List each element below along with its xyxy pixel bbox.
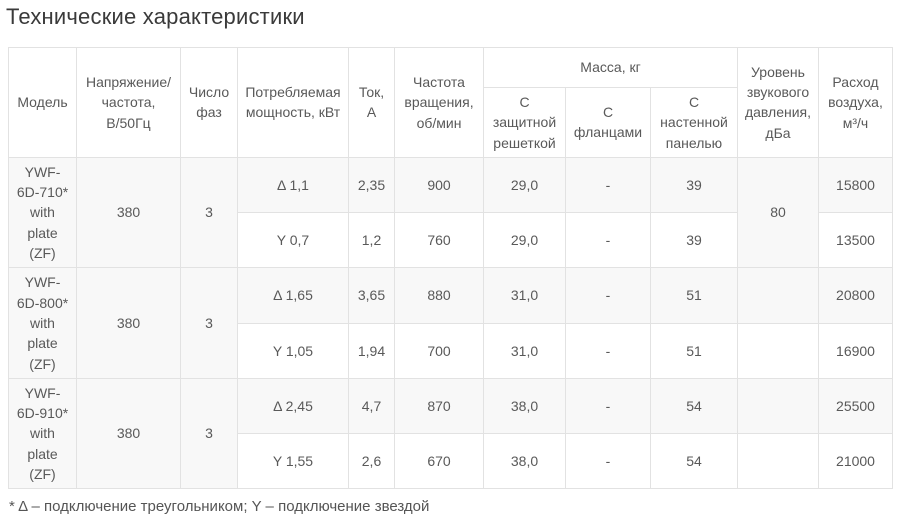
mass-flange-cell: -: [565, 377, 651, 435]
speed-cell: 900: [394, 156, 484, 214]
mass-flange-cell: -: [565, 433, 651, 490]
col-header-phases: Число фаз: [180, 47, 238, 158]
header-row-top: Модель Напряжение/ частота, В/50Гц Число…: [8, 47, 893, 158]
current-cell: 1,94: [348, 322, 395, 379]
noise-cell: [737, 377, 819, 435]
phases-cell: 3: [180, 267, 238, 379]
table-row: YWF-6D-710* with plate (ZF) 380 3 Δ 1,1 …: [8, 156, 893, 269]
col-header-noise: Уровень звукового давления, дБа: [737, 47, 819, 158]
voltage-cell: 380: [76, 267, 181, 379]
speed-cell: 870: [394, 377, 484, 435]
table-row: YWF-6D-910* with plate (ZF) 380 3 Δ 2,45…: [8, 377, 893, 490]
col-header-voltage: Напряжение/ частота, В/50Гц: [76, 47, 181, 158]
model-cell: YWF-6D-910* with plate (ZF): [8, 377, 77, 490]
footnote: * Δ – подключение треугольником; Y – под…: [9, 498, 430, 516]
airflow-cell: 25500: [818, 377, 893, 435]
airflow-cell: 16900: [818, 322, 893, 379]
mass-panel-cell: 51: [650, 322, 738, 379]
mass-panel-cell: 39: [650, 156, 738, 214]
mass-panel-cell: 54: [650, 433, 738, 490]
airflow-cell: 20800: [818, 267, 893, 324]
mass-panel-cell: 39: [650, 212, 738, 269]
noise-cell-empty: [737, 433, 819, 490]
current-cell: 2,35: [348, 156, 395, 214]
col-header-mass-flange: С фланцами: [565, 87, 651, 158]
speed-cell: 760: [394, 212, 484, 269]
col-header-speed: Частота вращения, об/мин: [394, 47, 484, 158]
col-header-mass-grid: С защитной решеткой: [483, 87, 566, 158]
current-cell: 3,65: [348, 267, 395, 324]
col-header-mass-panel: С настенной панелью: [650, 87, 738, 158]
table-row: Y 1,55 2,6 670 38,0 - 54 21000: [9, 433, 893, 490]
mass-panel-cell: 51: [650, 267, 738, 324]
col-header-airflow: Расход воздуха, м³/ч: [818, 47, 893, 158]
mass-flange-cell: -: [565, 212, 651, 269]
mass-grid-cell: 31,0: [483, 322, 566, 379]
mass-grid-cell: 38,0: [483, 433, 566, 490]
airflow-cell: 21000: [818, 433, 893, 490]
voltage-cell: 380: [76, 156, 181, 269]
specs-table: Модель Напряжение/ частота, В/50Гц Число…: [8, 47, 893, 490]
speed-cell: 880: [394, 267, 484, 324]
mass-panel-cell: 54: [650, 377, 738, 435]
mass-grid-cell: 31,0: [483, 267, 566, 324]
mass-grid-cell: 38,0: [483, 377, 566, 435]
mass-flange-cell: -: [565, 267, 651, 324]
col-header-power: Потребляемая мощность, кВт: [237, 47, 349, 158]
header-row-sub: С защитной решеткой С фланцами С настенн…: [9, 87, 893, 158]
col-header-current: Ток, А: [348, 47, 395, 158]
noise-cell-empty: [737, 322, 819, 379]
power-cell: Y 1,55: [237, 433, 349, 490]
col-header-mass-group: Масса, кг: [483, 47, 738, 88]
mass-grid-cell: 29,0: [483, 156, 566, 214]
table-row: Y 1,05 1,94 700 31,0 - 51 16900: [9, 322, 893, 379]
mass-flange-cell: -: [565, 156, 651, 214]
current-cell: 4,7: [348, 377, 395, 435]
power-cell: Y 0,7: [237, 212, 349, 269]
table-row: YWF-6D-800* with plate (ZF) 380 3 Δ 1,65…: [8, 267, 893, 379]
power-cell: Δ 1,1: [237, 156, 349, 214]
power-cell: Y 1,05: [237, 322, 349, 379]
phases-cell: 3: [180, 156, 238, 269]
speed-cell: 670: [394, 433, 484, 490]
table-row: Y 0,7 1,2 760 29,0 - 39 13500: [9, 212, 893, 269]
noise-cell: 80: [737, 156, 819, 269]
current-cell: 1,2: [348, 212, 395, 269]
col-header-model: Модель: [8, 47, 77, 158]
mass-grid-cell: 29,0: [483, 212, 566, 269]
page-title: Технические характеристики: [6, 4, 305, 29]
power-cell: Δ 2,45: [237, 377, 349, 435]
power-cell: Δ 1,65: [237, 267, 349, 324]
mass-flange-cell: -: [565, 322, 651, 379]
noise-cell: [737, 267, 819, 324]
current-cell: 2,6: [348, 433, 395, 490]
voltage-cell: 380: [76, 377, 181, 490]
phases-cell: 3: [180, 377, 238, 490]
model-cell: YWF-6D-800* with plate (ZF): [8, 267, 77, 379]
model-cell: YWF-6D-710* with plate (ZF): [8, 156, 77, 269]
airflow-cell: 15800: [818, 156, 893, 214]
airflow-cell: 13500: [818, 212, 893, 269]
speed-cell: 700: [394, 322, 484, 379]
